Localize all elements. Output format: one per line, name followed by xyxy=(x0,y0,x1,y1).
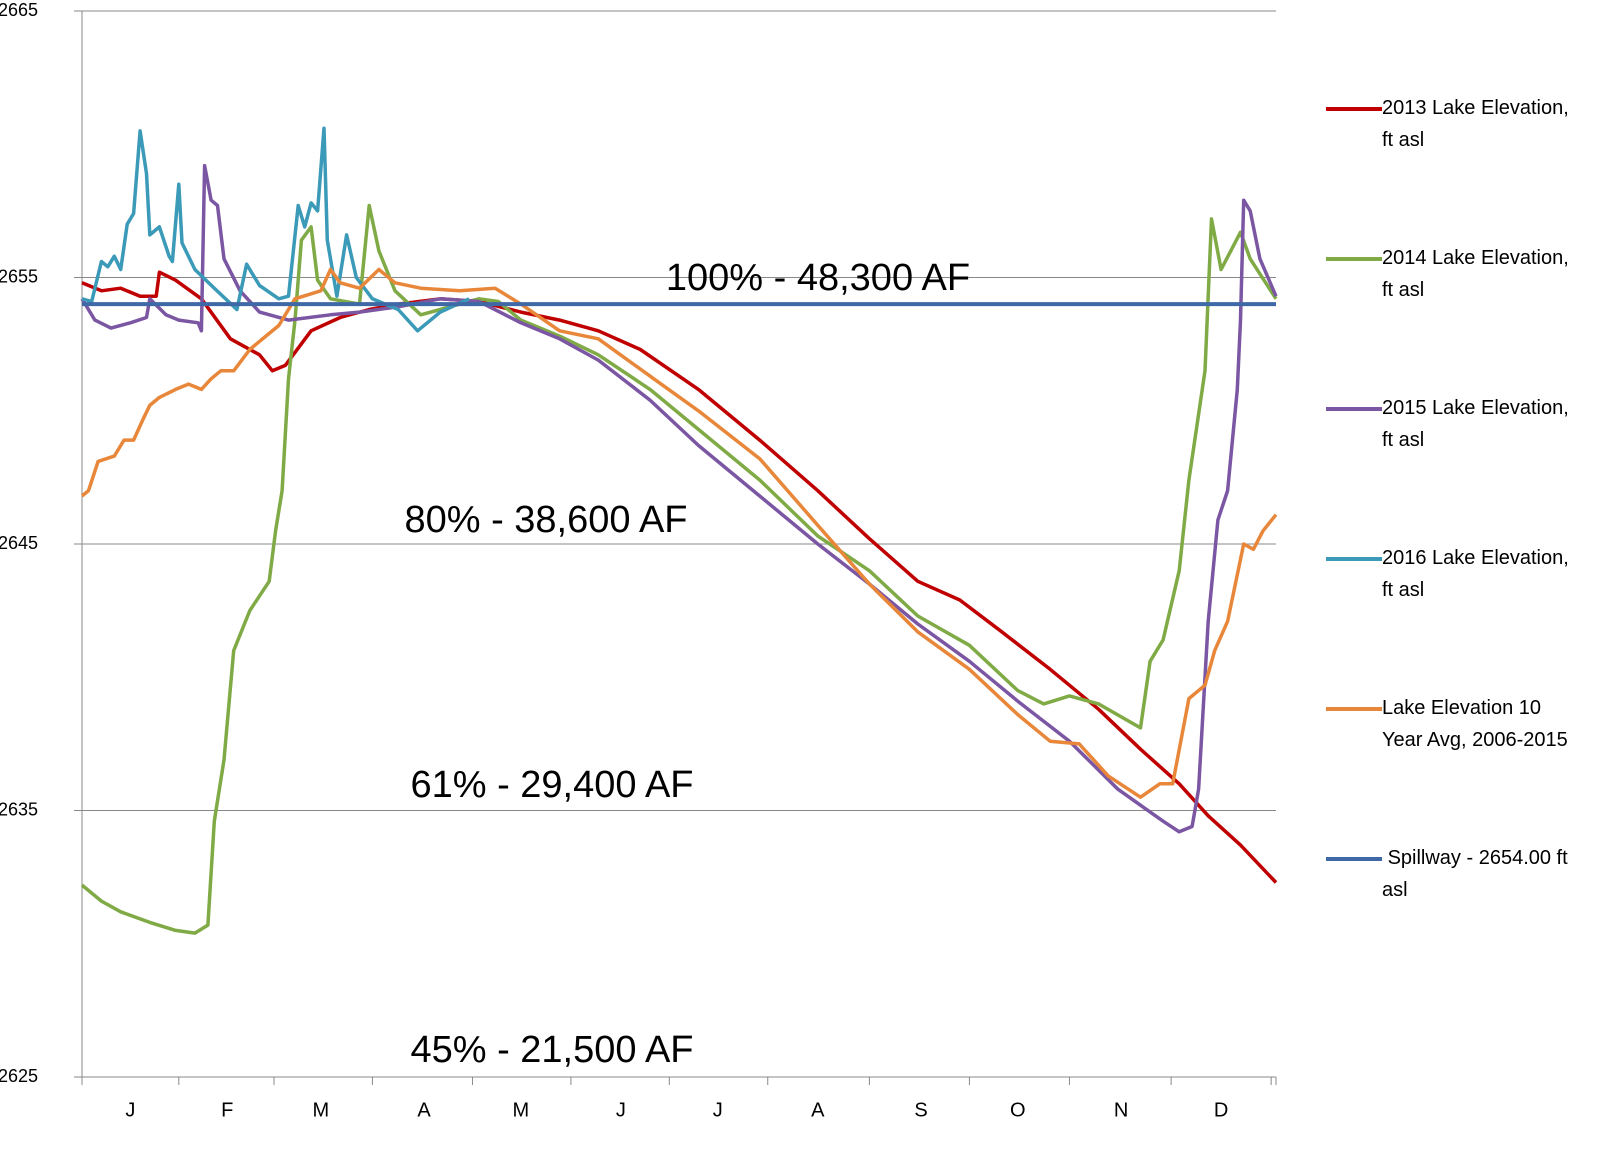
legend-label: Spillway - 2654.00 ft asl xyxy=(1382,847,1574,901)
x-tick-label: A xyxy=(417,1099,431,1121)
annotation: 100% - 48,300 AF xyxy=(666,257,970,299)
legend-item: 2016 Lake Elevation, ft asl xyxy=(1326,542,1606,606)
y-tick-label: 2645 xyxy=(0,533,38,553)
annotation: 61% - 29,400 AF xyxy=(410,764,693,806)
legend-label: 2013 Lake Elevation, ft asl xyxy=(1382,97,1575,151)
legend-line xyxy=(1326,857,1382,861)
series-line xyxy=(80,163,1278,834)
legend-item: 2013 Lake Elevation, ft asl xyxy=(1326,92,1606,156)
y-tick-label: 2635 xyxy=(0,799,38,819)
x-tick-label: J xyxy=(616,1099,626,1121)
legend-swatch xyxy=(1326,692,1382,756)
x-tick-label: J xyxy=(713,1099,723,1121)
y-tick-label: 2625 xyxy=(0,1066,38,1086)
annotation: 80% - 38,600 AF xyxy=(404,499,687,541)
series-line xyxy=(80,267,1278,799)
legend-swatch xyxy=(1326,242,1382,306)
x-tick-label: F xyxy=(221,1099,233,1121)
legend-swatch xyxy=(1326,542,1382,606)
legend-item: 2014 Lake Elevation, ft asl xyxy=(1326,242,1606,306)
legend-line xyxy=(1326,257,1382,261)
legend-line xyxy=(1326,107,1382,111)
legend-item: Spillway - 2654.00 ft asl xyxy=(1326,842,1606,906)
legend-line xyxy=(1326,557,1382,561)
legend-swatch xyxy=(1326,842,1382,906)
legend-item: Lake Elevation 10 Year Avg, 2006-2015 xyxy=(1326,692,1606,756)
x-tick-label: S xyxy=(914,1099,927,1121)
x-tick-label: J xyxy=(125,1099,135,1121)
y-tick-label: 2655 xyxy=(0,266,38,286)
legend-swatch xyxy=(1326,92,1382,156)
legend-swatch xyxy=(1326,392,1382,456)
legend-label: 2015 Lake Elevation, ft asl xyxy=(1382,397,1575,451)
x-tick-label: M xyxy=(312,1099,329,1121)
series-line xyxy=(81,270,1278,884)
x-tick-label: O xyxy=(1010,1099,1026,1121)
annotation: 45% - 21,500 AF xyxy=(410,1029,693,1071)
legend-line xyxy=(1326,407,1382,411)
x-tick-label: A xyxy=(811,1099,825,1121)
legend-label: 2016 Lake Elevation, ft asl xyxy=(1382,547,1575,601)
legend-label: 2014 Lake Elevation, ft asl xyxy=(1382,247,1575,301)
x-tick-label: N xyxy=(1114,1099,1128,1121)
legend-item: 2015 Lake Elevation, ft asl xyxy=(1326,392,1606,456)
x-tick-label: D xyxy=(1214,1099,1228,1121)
series-line xyxy=(81,126,470,333)
series-line xyxy=(80,203,1278,935)
legend-line xyxy=(1326,707,1382,711)
legend-label: Lake Elevation 10 Year Avg, 2006-2015 xyxy=(1382,697,1568,751)
x-tick-label: M xyxy=(513,1099,530,1121)
y-tick-label: 2665 xyxy=(0,0,38,20)
